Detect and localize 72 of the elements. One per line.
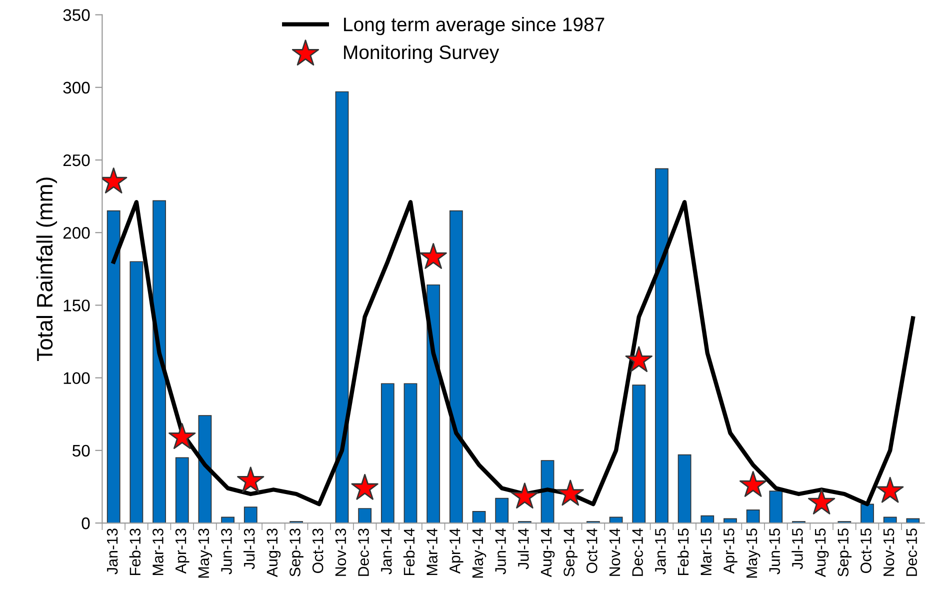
bar	[175, 457, 189, 524]
bar	[380, 383, 394, 524]
x-tick-label: Jul-15	[792, 528, 803, 570]
x-tick-label: Apr-13	[175, 528, 190, 574]
bar	[404, 383, 418, 524]
bar	[860, 504, 874, 524]
bar	[472, 511, 486, 524]
bar	[678, 454, 692, 524]
bar	[655, 168, 668, 524]
x-tick-label: Dec-15	[906, 528, 918, 576]
x-tick-label: Jul-13	[244, 528, 255, 570]
x-tick-label: Mar-14	[426, 528, 438, 576]
bar	[358, 508, 372, 524]
x-tick-label: May-13	[198, 528, 212, 578]
x-tick-label: Aug-13	[266, 528, 281, 578]
y-axis-title: Total Rainfall (mm)	[36, 178, 58, 362]
bar	[244, 506, 258, 524]
x-tick-label: Oct-13	[312, 528, 324, 574]
bar	[540, 460, 554, 524]
legend-label: Long term average since 1987	[344, 17, 604, 36]
line-series	[112, 200, 916, 506]
x-tick-label: Nov-14	[609, 528, 620, 576]
x-tick-label: May-15	[746, 528, 760, 578]
bar	[426, 284, 440, 524]
x-tick-label: Nov-15	[884, 528, 894, 576]
y-tick-label: 200	[63, 227, 90, 239]
x-tick-label: Sep-15	[838, 528, 852, 576]
bar	[632, 384, 646, 524]
bar	[152, 200, 166, 524]
bar	[221, 516, 234, 524]
x-tick-label: Dec-14	[632, 528, 643, 576]
bar	[106, 210, 120, 524]
bar	[883, 516, 897, 524]
x-tick-label: May-14	[472, 528, 486, 578]
x-tick-label: Jun-15	[769, 528, 780, 574]
x-tick-label: Apr-14	[450, 528, 464, 574]
x-tick-label: Aug-15	[815, 528, 829, 578]
x-tick-label: Sep-14	[564, 528, 578, 576]
x-tick-label: Jun-14	[495, 528, 506, 574]
x-tick-label: Feb-13	[129, 528, 141, 576]
x-tick-label: Sep-13	[290, 528, 304, 576]
x-tick-label: Feb-15	[677, 528, 689, 576]
bar	[769, 490, 783, 524]
x-tick-label: Oct-15	[860, 528, 872, 574]
x-tick-label: Jun-13	[221, 528, 232, 574]
bar	[700, 515, 714, 524]
x-tick-label: Mar-15	[700, 528, 712, 576]
bar	[198, 415, 212, 524]
x-tick-label: Apr-15	[724, 528, 738, 574]
x-tick-label: Feb-14	[403, 528, 415, 576]
bar	[495, 498, 509, 524]
x-tick-label: Dec-13	[358, 528, 369, 576]
x-tick-label: Jan-14	[381, 528, 392, 574]
x-tick-label: Aug-14	[540, 528, 555, 578]
bar	[449, 210, 463, 524]
x-tick-label: Oct-14	[586, 528, 598, 574]
x-tick-label: Jul-14	[518, 528, 529, 570]
y-tick-label: 100	[64, 372, 90, 384]
x-tick-label: Nov-13	[335, 528, 346, 576]
x-tick-label: Jan-15	[655, 528, 666, 574]
x-tick-label: Mar-13	[152, 528, 164, 576]
y-tick-label: 150	[64, 300, 90, 312]
bar	[335, 91, 349, 524]
y-tick-label: 250	[63, 154, 90, 166]
y-tick-label: 300	[63, 82, 90, 94]
x-tick-label: Jan-13	[106, 528, 118, 574]
bar	[130, 261, 144, 524]
legend-label: Monitoring Survey	[344, 44, 500, 63]
y-tick-label: 350	[63, 9, 90, 21]
y-tick-label: 50	[72, 444, 90, 457]
bar	[746, 510, 760, 524]
y-tick-label: 0	[82, 517, 90, 530]
